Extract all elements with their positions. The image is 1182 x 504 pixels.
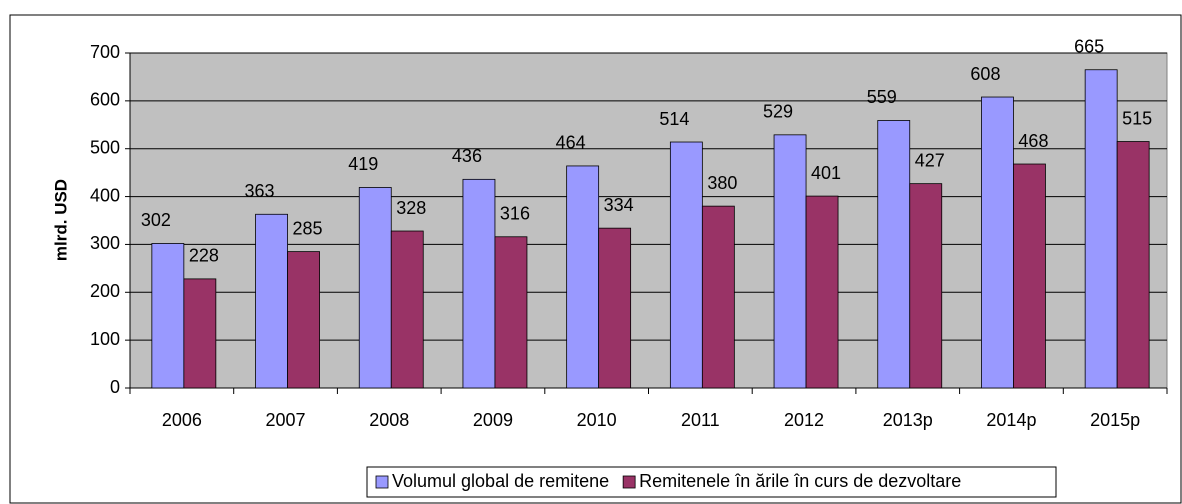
data-label: 464 xyxy=(556,133,586,153)
bar xyxy=(598,227,632,389)
data-label: 515 xyxy=(1122,108,1152,128)
data-label: 665 xyxy=(1074,37,1104,57)
bar xyxy=(151,243,185,389)
data-label: 363 xyxy=(245,181,275,201)
bar xyxy=(287,251,320,389)
x-tick-label: 2008 xyxy=(369,410,409,430)
bar xyxy=(494,236,528,389)
data-label: 228 xyxy=(189,246,219,266)
legend-label: Volumul global de remitene xyxy=(392,471,609,491)
y-tick-label: 400 xyxy=(90,185,120,205)
bar xyxy=(1116,141,1150,389)
data-label: 436 xyxy=(452,146,482,166)
y-tick-label: 500 xyxy=(90,137,120,157)
bar xyxy=(669,141,703,389)
x-tick-label: 2006 xyxy=(162,410,202,430)
bar xyxy=(773,134,807,389)
bar xyxy=(462,178,496,389)
data-label: 468 xyxy=(1018,131,1048,151)
data-label: 419 xyxy=(348,154,378,174)
legend-swatch xyxy=(622,475,636,489)
x-tick-label: 2010 xyxy=(577,410,617,430)
bar xyxy=(566,165,600,389)
x-tick-label: 2015p xyxy=(1090,410,1140,430)
y-tick-label: 0 xyxy=(110,377,120,397)
bar xyxy=(1084,69,1118,389)
bar xyxy=(358,187,392,389)
data-label: 401 xyxy=(811,163,841,183)
data-label: 334 xyxy=(604,195,634,215)
y-tick-label: 100 xyxy=(90,329,120,349)
data-label: 316 xyxy=(500,204,530,224)
y-tick-label: 700 xyxy=(90,42,120,62)
data-label: 285 xyxy=(293,218,323,238)
data-label: 608 xyxy=(970,64,1000,84)
x-tick-label: 2011 xyxy=(681,410,720,430)
y-tick-label: 200 xyxy=(90,281,120,301)
data-label: 328 xyxy=(396,198,426,218)
x-tick-label: 2012 xyxy=(784,410,824,430)
bar xyxy=(390,230,424,389)
data-label: 380 xyxy=(707,173,737,193)
y-axis-label: mlrd. USD xyxy=(51,179,70,261)
y-tick-label: 300 xyxy=(90,233,120,253)
bar xyxy=(909,183,943,389)
bar xyxy=(1013,163,1046,389)
data-label: 559 xyxy=(867,87,897,107)
y-tick-label: 600 xyxy=(90,90,120,110)
legend-label: Remitenele în ările în curs de dezvoltar… xyxy=(639,471,961,491)
data-label: 529 xyxy=(763,102,793,122)
bar xyxy=(877,120,911,389)
bar xyxy=(701,205,735,389)
data-label: 514 xyxy=(659,109,689,129)
bar xyxy=(183,278,217,389)
x-tick-label: 2007 xyxy=(266,410,306,430)
x-tick-label: 2009 xyxy=(473,410,513,430)
x-tick-label: 2013p xyxy=(883,410,933,430)
data-label: 302 xyxy=(141,210,171,230)
bar xyxy=(805,195,839,389)
data-label: 427 xyxy=(915,150,945,170)
legend-swatch xyxy=(375,475,389,489)
bar xyxy=(981,96,1014,389)
legend-box xyxy=(366,466,1057,498)
bar xyxy=(255,213,288,389)
x-tick-label: 2014p xyxy=(986,410,1036,430)
